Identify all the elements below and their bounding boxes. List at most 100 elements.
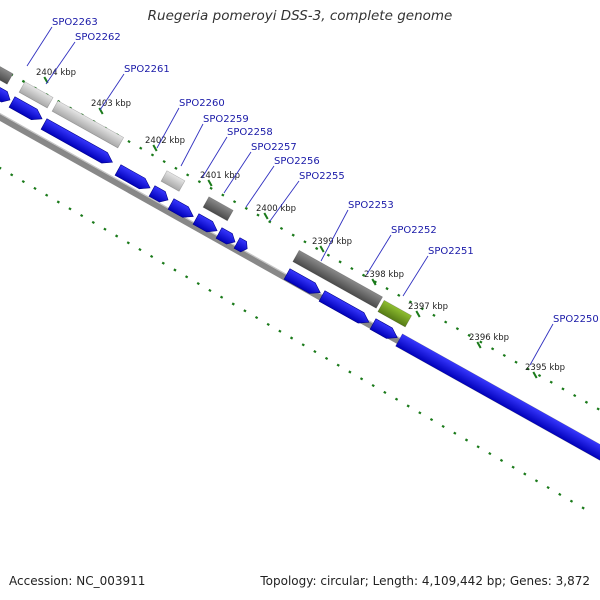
gene-label[interactable]: SPO2250 [553, 314, 599, 325]
ruler-dot [467, 333, 471, 337]
ruler-dot [338, 260, 342, 264]
gene-label[interactable]: SPO2252 [391, 225, 437, 236]
ruler-dot [584, 400, 589, 404]
feature-block-light[interactable] [160, 170, 186, 192]
ruler-dot [149, 254, 154, 258]
cds-arrow-shape [148, 185, 169, 203]
ruler-dot [561, 387, 565, 391]
ruler-dot [514, 360, 518, 364]
tick-label: 2399 kbp [312, 237, 352, 247]
ruler-dot [162, 160, 166, 164]
gene-label-leader [366, 234, 392, 275]
cds-arrow[interactable] [192, 213, 220, 236]
cds-arrow[interactable] [40, 118, 115, 168]
cds-arrow[interactable] [233, 237, 250, 254]
cds-arrow[interactable] [167, 198, 196, 222]
gene-label[interactable]: SPO2256 [274, 156, 320, 167]
tick-mark [532, 371, 538, 379]
cds-arrow[interactable] [0, 85, 13, 105]
ruler-dot [256, 213, 260, 217]
tick-mark [319, 245, 325, 253]
feature-block-light-shape [18, 81, 54, 109]
ruler-dot [383, 390, 387, 394]
ruler-dot [596, 407, 600, 411]
cds-arrow-shape [283, 268, 321, 294]
tick-label: 2395 kbp [525, 363, 565, 373]
gene-label[interactable]: SPO2253 [348, 200, 394, 211]
cds-arrow[interactable] [148, 185, 171, 205]
gene-label[interactable]: SPO2259 [203, 114, 249, 125]
ruler-dot [68, 207, 72, 211]
genome-stats-text: Topology: circular; Length: 4,109,442 bp… [260, 574, 590, 588]
gene-label[interactable]: SPO2255 [299, 171, 345, 182]
cds-arrow[interactable] [8, 96, 45, 124]
ruler-dot [197, 180, 202, 184]
ruler-dot [526, 367, 530, 371]
ruler-dot [103, 227, 107, 231]
gene-label[interactable]: SPO2262 [75, 32, 121, 43]
tick-label: 2402 kbp [145, 136, 185, 146]
gene-label[interactable]: SPO2261 [124, 64, 170, 75]
ruler-dot [114, 234, 119, 238]
feature-block-dark[interactable] [202, 196, 234, 222]
ruler-dot [488, 452, 492, 456]
gene-label[interactable]: SPO2260 [179, 98, 225, 109]
cds-arrow[interactable] [283, 268, 323, 298]
ruler-dot [289, 336, 294, 340]
ruler-dot [127, 139, 131, 144]
cds-arrow-shape [40, 118, 113, 164]
gene-label-leader [201, 136, 228, 179]
ruler-dot [301, 343, 305, 347]
ruler-dot [184, 275, 189, 279]
feature-block-dark-shape [292, 249, 383, 309]
ruler-dot [359, 377, 364, 381]
feature-block-light[interactable] [51, 100, 125, 149]
gene-label-leader [245, 165, 275, 208]
feature-block-green-shape [377, 299, 412, 328]
cds-arrow[interactable] [318, 290, 372, 328]
cds-arrow[interactable] [215, 227, 238, 247]
cds-arrow[interactable] [395, 333, 600, 468]
ruler-dot [490, 347, 495, 351]
feature-block-dark[interactable] [292, 249, 383, 309]
feature-block-light[interactable] [18, 81, 54, 109]
ruler-dot [56, 200, 60, 204]
ruler-dot [150, 153, 155, 157]
cds-arrow[interactable] [369, 318, 400, 343]
gene-label[interactable]: SPO2258 [227, 127, 273, 138]
ruler-dot [10, 173, 14, 177]
ruler-dot [0, 166, 2, 170]
ruler-dot [186, 173, 190, 177]
accession-text: Accession: NC_003911 [9, 574, 146, 588]
tick-mark [207, 179, 213, 187]
ruler-dot [266, 322, 270, 326]
ruler-dot [394, 397, 399, 401]
feature-block-dark[interactable] [0, 64, 14, 85]
ruler-dot [91, 220, 95, 224]
gene-label[interactable]: SPO2263 [52, 17, 98, 28]
gene-label-leader [223, 151, 252, 194]
ruler-dot [534, 479, 539, 483]
feature-block-green[interactable] [377, 299, 412, 328]
ruler-dot [418, 411, 422, 415]
ruler-dot [21, 180, 25, 184]
feature-block-dark-shape [0, 64, 14, 85]
ruler-dot [558, 492, 562, 496]
ruler-dot [219, 295, 224, 299]
cds-arrow[interactable] [114, 164, 153, 193]
tick-label: 2397 kbp [408, 302, 448, 312]
gene-label[interactable]: SPO2251 [428, 246, 474, 257]
ruler-dot [244, 206, 248, 210]
ruler-dot [138, 248, 142, 252]
ruler-dot [315, 246, 319, 251]
ruler-dot [479, 340, 483, 344]
cds-arrow-shape [318, 290, 370, 324]
ruler-dot [21, 79, 26, 83]
ruler-dot [208, 288, 212, 292]
gene-label[interactable]: SPO2257 [251, 142, 297, 153]
gene-label-leader [269, 180, 300, 222]
ruler-dot [174, 166, 178, 170]
ruler-dot [581, 506, 585, 510]
cds-arrow-shape [114, 164, 151, 190]
